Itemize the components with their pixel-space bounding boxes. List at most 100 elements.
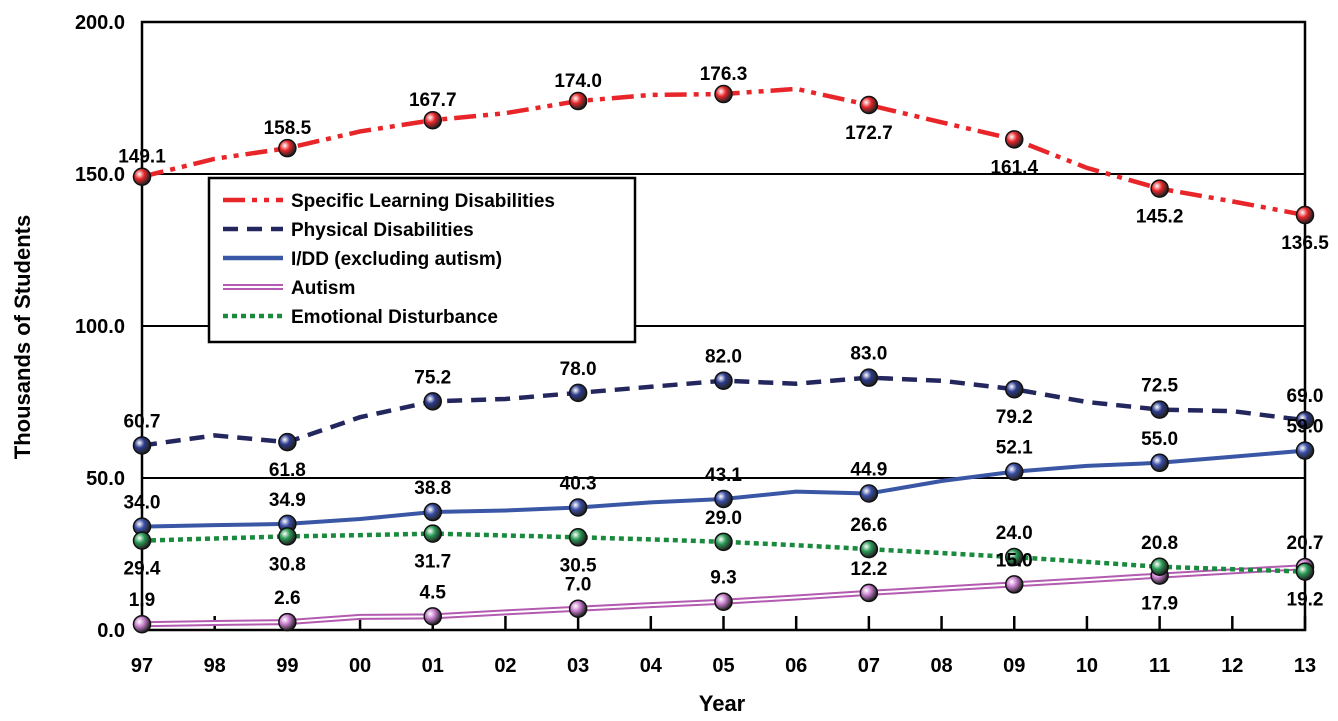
data-label: 161.4 — [990, 157, 1038, 178]
data-label: 172.7 — [845, 123, 893, 144]
data-point — [714, 592, 733, 611]
x-axis-title: Year — [699, 691, 746, 716]
data-label: 174.0 — [554, 71, 602, 92]
data-point — [423, 502, 442, 522]
data-label: 34.0 — [124, 493, 161, 514]
data-point — [423, 110, 442, 130]
data-point — [1005, 130, 1024, 149]
data-label: 4.5 — [420, 582, 447, 603]
data-label: 30.5 — [560, 555, 597, 576]
data-point — [859, 484, 879, 503]
data-point — [568, 599, 588, 618]
x-tick-label: 08 — [930, 655, 952, 677]
y-tick-label: 50.0 — [86, 468, 125, 490]
x-tick-label: 13 — [1294, 655, 1316, 677]
x-tick-label: 12 — [1221, 655, 1243, 677]
data-label: 55.0 — [1141, 429, 1178, 450]
data-label: 176.3 — [700, 64, 748, 85]
y-tick-label: 100.0 — [75, 316, 125, 338]
data-label: 149.1 — [118, 147, 166, 168]
data-label: 30.8 — [269, 554, 306, 575]
data-point — [1295, 410, 1315, 430]
data-label: 136.5 — [1281, 233, 1329, 254]
x-tick-label: 99 — [276, 655, 298, 677]
x-tick-label: 06 — [785, 655, 807, 677]
data-label: 34.9 — [269, 490, 306, 511]
data-label: 59.0 — [1287, 417, 1324, 438]
data-label: 72.5 — [1141, 376, 1178, 397]
data-point — [278, 138, 297, 158]
data-point — [568, 498, 588, 517]
x-tick-label: 02 — [494, 655, 516, 677]
data-label: 20.8 — [1141, 533, 1178, 554]
data-point — [132, 167, 152, 186]
data-point — [1005, 462, 1024, 481]
data-point — [132, 614, 152, 634]
data-point — [1150, 400, 1169, 419]
x-tick-label: 01 — [422, 655, 444, 677]
data-label: 17.9 — [1141, 594, 1178, 615]
data-point — [1295, 562, 1315, 581]
data-point — [1005, 547, 1024, 567]
data-point — [278, 612, 297, 632]
data-label: 61.8 — [269, 460, 306, 481]
data-label: 82.0 — [705, 347, 742, 368]
data-label: 43.1 — [705, 465, 742, 486]
legend-label: Emotional Disturbance — [291, 307, 498, 328]
data-point — [132, 531, 152, 550]
data-label: 79.2 — [996, 407, 1033, 428]
data-point — [423, 392, 442, 411]
data-label: 19.2 — [1287, 590, 1324, 611]
x-tick-label: 03 — [567, 655, 589, 677]
data-label: 83.0 — [850, 344, 887, 365]
data-point — [1150, 453, 1169, 473]
data-label: 7.0 — [565, 575, 591, 596]
data-label: 145.2 — [1136, 207, 1184, 228]
x-tick-label: 98 — [204, 655, 226, 677]
data-point — [278, 432, 297, 452]
data-label: 158.5 — [264, 118, 312, 139]
data-point — [859, 539, 879, 559]
legend-label: Specific Learning Disabilities — [291, 191, 555, 212]
y-axis-title: Thousands of Students — [10, 215, 35, 459]
data-point — [1150, 179, 1169, 198]
data-label: 2.6 — [274, 588, 300, 609]
x-tick-label: 04 — [640, 655, 663, 677]
data-label: 9.3 — [710, 568, 736, 589]
legend-label: Autism — [291, 278, 355, 299]
y-tick-label: 0.0 — [97, 620, 125, 642]
data-point — [568, 528, 588, 547]
data-label: 38.8 — [414, 478, 451, 499]
data-point — [714, 489, 733, 509]
data-point — [1005, 575, 1024, 594]
data-label: 44.9 — [850, 460, 887, 481]
data-point — [859, 95, 879, 115]
legend-label: I/DD (excluding autism) — [291, 249, 502, 270]
data-label: 75.2 — [414, 367, 451, 388]
data-point — [568, 383, 588, 403]
data-point — [423, 524, 442, 543]
x-tick-label: 10 — [1076, 655, 1098, 677]
data-label: 29.4 — [124, 559, 161, 580]
data-point — [1150, 557, 1169, 577]
data-label: 20.7 — [1287, 533, 1324, 554]
data-labels: 149.1 158.5 167.7 174.0 176.3 172.7 161.4 145.2… — [118, 64, 1329, 615]
data-point — [1295, 441, 1315, 460]
data-point — [1295, 205, 1315, 225]
data-markers — [132, 84, 1315, 634]
x-tick-label: 00 — [349, 655, 371, 677]
data-label: 60.7 — [124, 411, 161, 432]
data-label: 40.3 — [560, 473, 597, 494]
data-label: 15.0 — [996, 550, 1033, 571]
data-point — [132, 436, 152, 455]
data-label: 52.1 — [996, 438, 1033, 459]
legend: Specific Learning Disabilities Physical D… — [207, 176, 637, 344]
data-label: 167.7 — [409, 90, 457, 111]
data-point — [714, 371, 733, 390]
data-point — [1005, 379, 1024, 399]
data-label: 12.2 — [850, 559, 887, 580]
axes: 0.0 50.0 100.0 150.0 200.0 97 98 99 00 01 02 03 04 05… — [75, 12, 1316, 677]
data-point — [859, 368, 879, 387]
data-label: 26.6 — [850, 515, 887, 536]
